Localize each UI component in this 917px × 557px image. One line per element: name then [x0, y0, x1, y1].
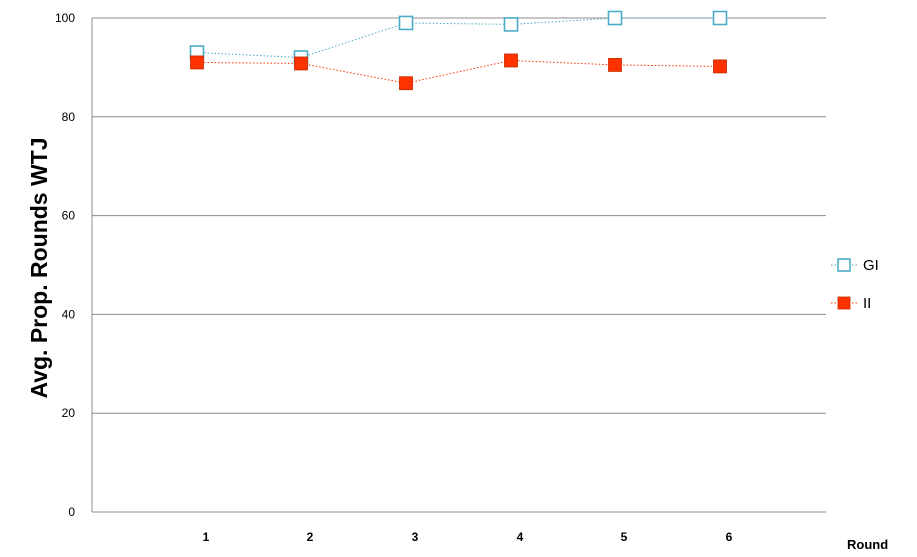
legend: GI II: [831, 257, 879, 312]
x-tick-label: 3: [412, 530, 419, 544]
y-axis-ticks: 0 20 40 60 80 100: [55, 11, 75, 519]
legend-label: GI: [863, 257, 879, 274]
legend-marker: [837, 296, 851, 310]
y-tick-label: 80: [62, 110, 76, 124]
data-point: [190, 55, 204, 70]
y-axis-label: Avg. Prop. Rounds WTJ: [26, 137, 52, 398]
x-tick-label: 4: [517, 530, 524, 544]
data-point: [398, 15, 414, 31]
y-tick-label: 0: [68, 505, 75, 519]
y-tick-label: 20: [62, 406, 76, 420]
x-tick-label: 6: [726, 530, 733, 544]
x-tick-label: 1: [203, 530, 210, 544]
series-line: [196, 59, 721, 84]
data-point: [712, 10, 728, 26]
series-gi: [189, 10, 728, 65]
data-point: [399, 76, 413, 91]
data-point: [607, 10, 623, 26]
x-tick-label: 2: [307, 530, 314, 544]
legend-label: II: [863, 295, 871, 312]
data-point: [608, 58, 622, 72]
data-point: [294, 56, 308, 71]
series-line: [196, 17, 720, 59]
x-tick-label: 5: [621, 530, 628, 544]
y-tick-label: 60: [62, 209, 76, 223]
y-tick-label: 100: [55, 11, 75, 25]
y-tick-label: 40: [62, 307, 76, 321]
gridlines: [91, 17, 826, 513]
series-ii: [190, 53, 727, 91]
data-point: [504, 53, 518, 68]
legend-marker: [837, 258, 851, 272]
data-point: [713, 59, 727, 74]
x-axis-ticks: 1 2 3 4 5 6: [203, 530, 733, 544]
data-point: [503, 17, 519, 32]
x-axis-label: Round: [847, 537, 888, 552]
series-layer: [189, 10, 728, 91]
